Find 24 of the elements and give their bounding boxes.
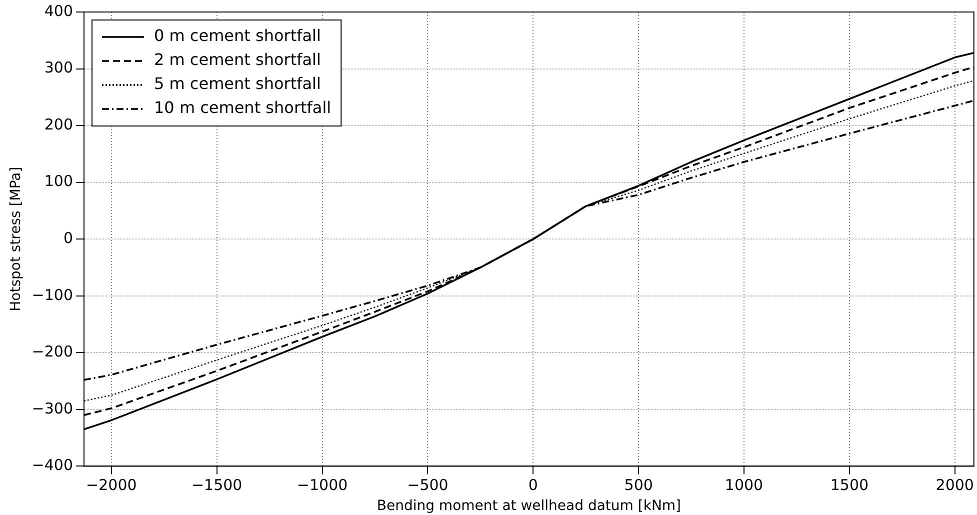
x-tick-label: 1500 <box>830 476 869 494</box>
x-tick-label: −1500 <box>191 476 242 494</box>
y-tick-label: 400 <box>44 2 73 20</box>
y-tick-label: −400 <box>32 456 73 474</box>
y-tick-label: 300 <box>44 58 73 77</box>
legend-label: 10 m cement shortfall <box>154 98 332 118</box>
x-tick-label: −2000 <box>86 476 137 494</box>
legend-label: 2 m cement shortfall <box>154 50 321 70</box>
y-tick-label: 100 <box>44 172 73 190</box>
x-tick-label: 1000 <box>724 476 764 494</box>
x-tick-label: 500 <box>624 476 653 494</box>
legend-label: 5 m cement shortfall <box>154 74 321 94</box>
x-tick-label: 2000 <box>936 476 974 494</box>
y-tick-label: −300 <box>32 399 73 418</box>
y-tick-label: 200 <box>44 115 73 134</box>
x-tick-label: −1000 <box>296 476 348 494</box>
y-tick-label: −100 <box>32 286 73 304</box>
x-tick-label: −500 <box>407 476 448 494</box>
y-tick-label: 0 <box>63 228 73 247</box>
x-axis-title: Bending moment at wellhead datum [kNm] <box>376 498 682 514</box>
y-axis-title: Hotspot stress [MPa] <box>8 166 24 312</box>
y-tick-label: −200 <box>32 342 73 361</box>
legend-label: 0 m cement shortfall <box>154 26 321 46</box>
x-tick-label: 0 <box>528 476 538 494</box>
